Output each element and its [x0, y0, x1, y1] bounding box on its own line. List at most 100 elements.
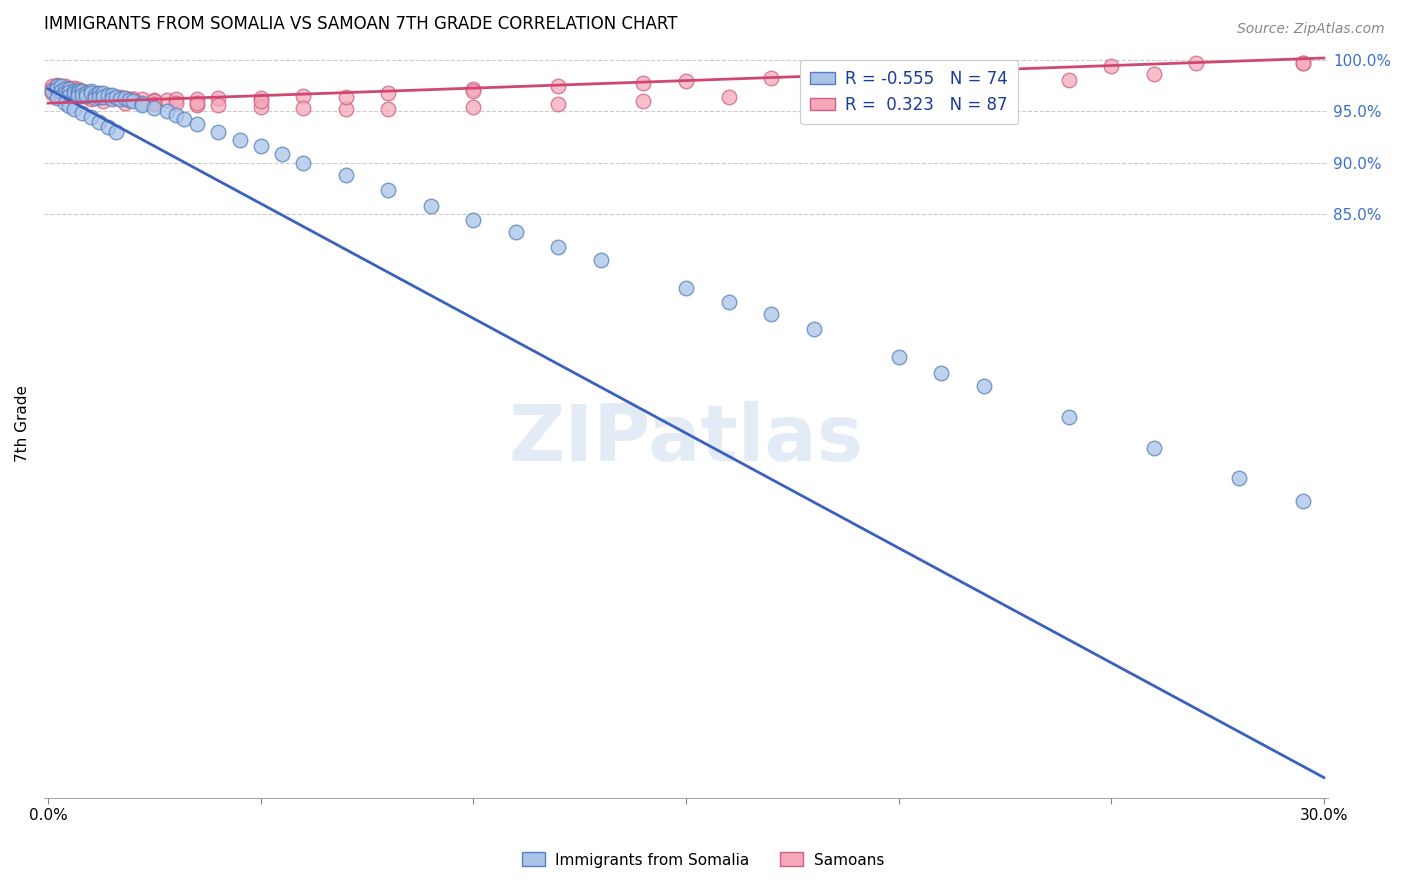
Point [75, 89, 97, 103]
Point [173, 112, 195, 126]
Point [79, 86, 101, 100]
Point [143, 94, 166, 108]
Point [45, 78, 67, 92]
Point [271, 147, 294, 161]
Point [131, 98, 153, 112]
Point [207, 125, 229, 139]
Point [143, 97, 166, 112]
Point [547, 239, 569, 253]
Point [249, 100, 271, 114]
Point [1143, 67, 1166, 81]
Point [463, 213, 485, 227]
Point [118, 93, 141, 107]
Point [41, 86, 63, 100]
Point [105, 125, 128, 139]
Point [717, 295, 740, 310]
Point [165, 96, 187, 111]
Point [41, 82, 63, 96]
Point [49, 78, 72, 93]
Point [70, 89, 93, 103]
Point [377, 103, 399, 117]
Point [114, 91, 136, 105]
Point [114, 96, 136, 111]
Point [93, 90, 115, 104]
Point [335, 103, 357, 117]
Point [249, 91, 271, 105]
Point [75, 85, 97, 99]
Point [973, 78, 995, 92]
Point [89, 90, 111, 104]
Point [1291, 56, 1313, 70]
Point [58, 99, 80, 113]
Point [97, 87, 120, 102]
Point [45, 82, 67, 96]
Point [53, 96, 76, 111]
Point [66, 84, 89, 98]
Point [110, 92, 132, 106]
Point [110, 90, 132, 104]
Point [62, 80, 84, 95]
Point [1291, 56, 1313, 70]
Point [101, 90, 124, 104]
Point [675, 73, 697, 87]
Point [1099, 59, 1122, 73]
Point [165, 92, 187, 106]
Point [66, 89, 89, 103]
Point [58, 82, 80, 96]
Point [101, 90, 124, 104]
Point [66, 84, 89, 98]
Point [75, 89, 97, 103]
Point [131, 96, 153, 111]
Point [377, 183, 399, 197]
Point [53, 82, 76, 96]
Point [547, 97, 569, 112]
Point [505, 225, 527, 239]
Point [207, 91, 229, 105]
Point [114, 91, 136, 105]
Point [675, 280, 697, 294]
Point [62, 103, 84, 117]
Point [249, 94, 271, 108]
Point [973, 63, 995, 78]
Point [97, 120, 120, 134]
Point [633, 76, 655, 90]
Y-axis label: 7th Grade: 7th Grade [15, 385, 30, 462]
Point [89, 114, 111, 128]
Point [58, 85, 80, 99]
Point [53, 82, 76, 96]
Point [105, 91, 128, 105]
Point [101, 92, 124, 106]
Point [143, 93, 166, 107]
Point [66, 82, 89, 96]
Point [58, 82, 80, 96]
Legend: R = -0.555   N = 74, R =  0.323   N = 87: R = -0.555 N = 74, R = 0.323 N = 87 [800, 60, 1018, 124]
Point [70, 84, 93, 98]
Point [89, 87, 111, 102]
Point [93, 89, 115, 103]
Text: IMMIGRANTS FROM SOMALIA VS SAMOAN 7TH GRADE CORRELATION CHART: IMMIGRANTS FROM SOMALIA VS SAMOAN 7TH GR… [44, 15, 678, 33]
Point [547, 78, 569, 93]
Point [143, 101, 166, 115]
Point [70, 106, 93, 120]
Point [633, 94, 655, 108]
Point [66, 86, 89, 100]
Point [249, 139, 271, 153]
Point [335, 90, 357, 104]
Point [41, 78, 63, 93]
Point [101, 87, 124, 102]
Point [463, 100, 485, 114]
Point [803, 321, 825, 335]
Point [84, 86, 107, 100]
Point [45, 78, 67, 93]
Point [122, 94, 145, 108]
Point [75, 86, 97, 100]
Point [1185, 56, 1208, 70]
Point [49, 82, 72, 96]
Point [93, 94, 115, 108]
Point [49, 84, 72, 98]
Point [186, 96, 208, 111]
Point [97, 90, 120, 104]
Point [122, 92, 145, 106]
Point [1057, 409, 1080, 424]
Point [45, 91, 67, 105]
